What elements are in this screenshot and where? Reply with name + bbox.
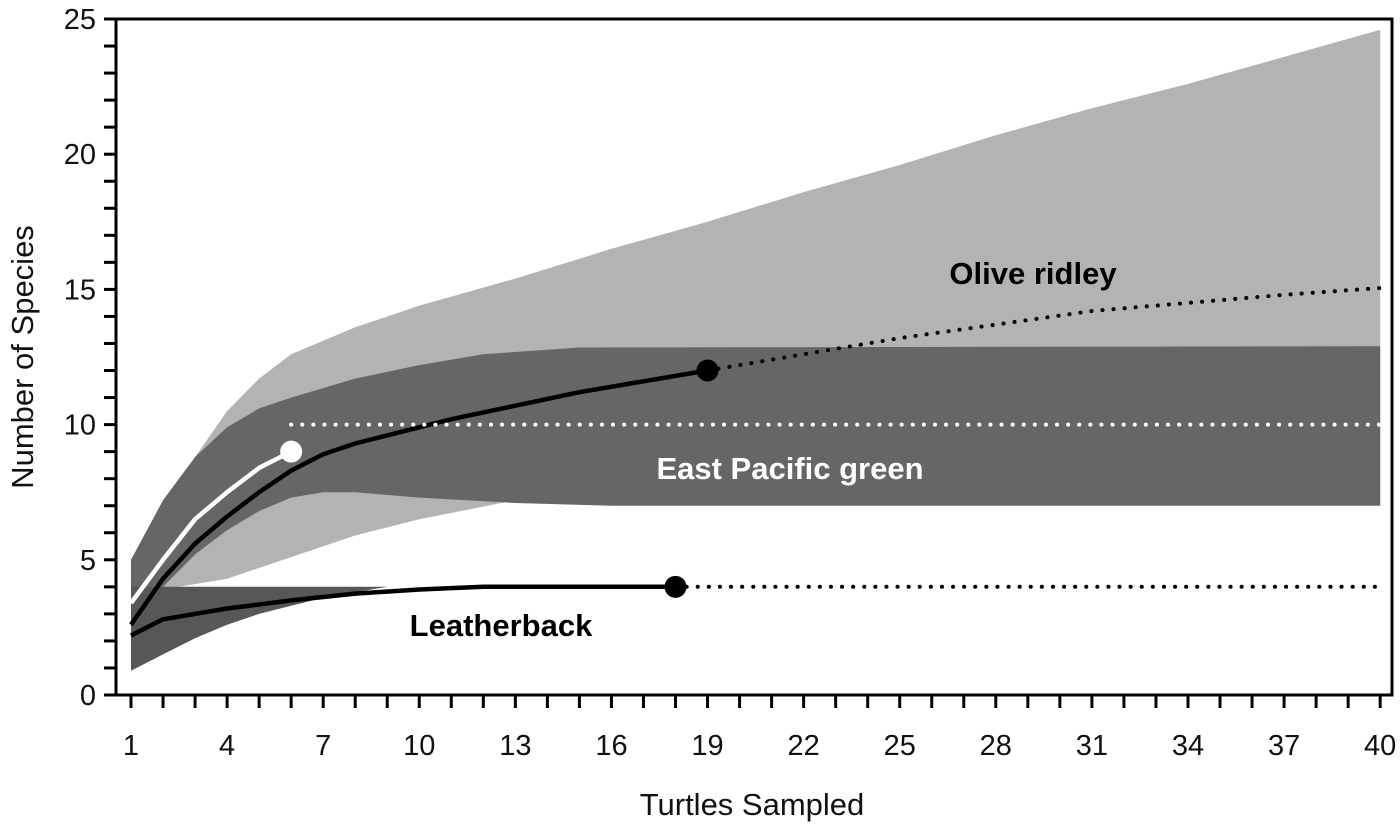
y-tick-label: 0 bbox=[80, 680, 96, 712]
x-axis-title: Turtles Sampled bbox=[640, 787, 865, 822]
x-tick-label: 34 bbox=[1172, 730, 1204, 762]
leatherback-label: Leatherback bbox=[410, 608, 593, 643]
x-tick-label: 28 bbox=[980, 730, 1012, 762]
leatherback-confidence-band bbox=[131, 586, 388, 671]
east-pacific-green-label: East Pacific green bbox=[656, 451, 923, 486]
y-axis-title: Number of Species bbox=[5, 225, 40, 489]
x-tick-label: 22 bbox=[787, 730, 819, 762]
confidence-bands bbox=[131, 29, 1381, 671]
x-tick-label: 1 bbox=[123, 730, 139, 762]
y-tick-label: 10 bbox=[64, 410, 96, 442]
x-tick-label: 19 bbox=[691, 730, 723, 762]
x-tick-label: 40 bbox=[1364, 730, 1396, 762]
x-tick-label: 10 bbox=[403, 730, 435, 762]
y-tick-label: 5 bbox=[80, 545, 96, 577]
x-tick-label: 13 bbox=[499, 730, 531, 762]
plot-frame bbox=[114, 17, 1394, 697]
y-tick-label: 20 bbox=[64, 139, 96, 171]
x-tick-label: 25 bbox=[884, 730, 916, 762]
series-labels: Olive ridley East Pacific green Leatherbac… bbox=[410, 256, 1118, 643]
x-tick-label: 16 bbox=[595, 730, 627, 762]
axes: 1 4 7 10 13 16 19 22 25 28 31 34 37 40 0 5 10 15 20 25 bbox=[64, 4, 1397, 762]
olive-ridley-extrapolated-line bbox=[705, 286, 1383, 373]
olive-ridley-endpoint-marker bbox=[696, 359, 719, 382]
y-tick-label: 15 bbox=[64, 274, 96, 306]
olive-ridley-observed-line bbox=[129, 368, 708, 626]
east-pacific-green-observed-line bbox=[129, 449, 293, 605]
east-pacific-green-endpoint-marker bbox=[280, 440, 303, 463]
x-tick-label: 37 bbox=[1268, 730, 1300, 762]
olive-ridley-label: Olive ridley bbox=[949, 256, 1117, 291]
x-tick-label: 7 bbox=[315, 730, 331, 762]
series-lines bbox=[129, 286, 1383, 638]
x-tick-label: 4 bbox=[219, 730, 235, 762]
olive-ridley-confidence-band bbox=[131, 29, 1381, 601]
leatherback-endpoint-marker bbox=[664, 575, 687, 598]
y-tick-label: 25 bbox=[64, 4, 96, 36]
east-pacific-green-confidence-band bbox=[131, 346, 1381, 625]
leatherback-observed-line bbox=[129, 584, 676, 638]
x-tick-label: 31 bbox=[1076, 730, 1108, 762]
